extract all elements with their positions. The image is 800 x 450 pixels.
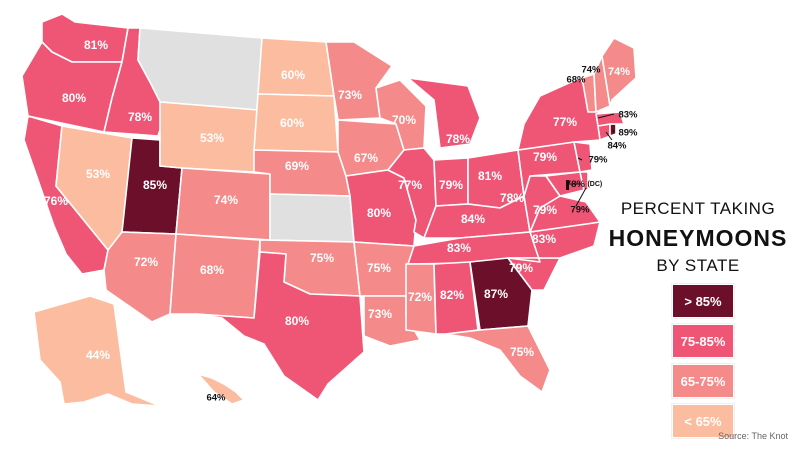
- state-value-me: 74%: [608, 66, 630, 78]
- state-value-wy: 53%: [200, 131, 224, 145]
- state-value-ar: 75%: [367, 261, 391, 275]
- state-value-hi: 64%: [206, 393, 226, 404]
- state-ms: [405, 263, 437, 335]
- state-value-va: 79%: [533, 203, 557, 217]
- state-value-sd: 60%: [280, 116, 304, 130]
- state-ma: [595, 111, 625, 127]
- state-value-or: 80%: [62, 91, 86, 105]
- source-note: Source: The Knot: [718, 431, 788, 441]
- state-value-ga: 87%: [484, 287, 508, 301]
- title-line-2: HONEYMOONS: [608, 225, 788, 251]
- state-value-ia: 67%: [354, 151, 378, 165]
- state-hi: [197, 373, 245, 405]
- state-value-nh: 68%: [566, 75, 586, 86]
- state-value-nv: 53%: [86, 167, 110, 181]
- state-value-tx: 80%: [285, 314, 309, 328]
- state-tx: [195, 251, 365, 401]
- title-line-1: PERCENT TAKING: [620, 199, 776, 218]
- legend: > 85% 75-85% 65-75% < 65%: [671, 283, 735, 444]
- state-value-pa: 79%: [533, 150, 557, 164]
- state-value-tn: 83%: [447, 241, 471, 255]
- state-value-ca: 76%: [44, 194, 68, 208]
- state-nd: [257, 37, 335, 97]
- state-ks: [269, 193, 355, 243]
- state-value-mo: 80%: [367, 206, 391, 220]
- state-value-oh: 81%: [478, 169, 502, 183]
- state-value-la: 73%: [368, 307, 392, 321]
- state-me: [601, 37, 637, 107]
- legend-key-65-75: 65-75%: [671, 363, 735, 399]
- state-value-co: 74%: [214, 193, 238, 207]
- state-value-ma: 83%: [618, 110, 638, 121]
- state-value-ct: 84%: [607, 141, 627, 152]
- state-nj: [573, 141, 593, 173]
- map-title: PERCENT TAKING HONEYMOONS BY STATE: [606, 196, 790, 278]
- title-line-3: BY STATE: [656, 256, 740, 275]
- legend-key-above-85: > 85%: [671, 283, 735, 319]
- state-value-in: 79%: [439, 178, 463, 192]
- state-value-wa: 81%: [84, 38, 108, 52]
- state-value-dc: 78% (DC): [566, 179, 602, 190]
- state-il: [387, 147, 437, 239]
- legend-key-75-85: 75-85%: [671, 323, 735, 359]
- state-value-mn: 73%: [338, 88, 362, 102]
- state-value-vt: 74%: [581, 65, 601, 76]
- state-value-ak: 44%: [86, 348, 110, 362]
- state-value-mi: 78%: [446, 132, 470, 146]
- state-ak: [33, 295, 161, 407]
- state-value-sc: 79%: [509, 261, 533, 275]
- state-value-ny: 77%: [553, 115, 577, 129]
- state-value-wv: 78%: [500, 191, 524, 205]
- leader-line-1: [612, 129, 615, 133]
- state-value-ri: 89%: [618, 128, 638, 139]
- dc-marker: [566, 180, 569, 190]
- state-value-nc: 83%: [532, 232, 556, 246]
- state-value-fl: 75%: [510, 345, 534, 359]
- state-value-nm: 68%: [200, 263, 224, 277]
- leader-line-5: [575, 187, 587, 207]
- state-value-wi: 70%: [392, 113, 416, 127]
- state-value-ky: 84%: [461, 212, 485, 226]
- state-fl: [445, 325, 551, 393]
- state-value-id: 78%: [128, 110, 152, 124]
- leader-line-0: [597, 113, 615, 119]
- legend-key-below-65: < 65%: [671, 403, 735, 439]
- state-value-nd: 60%: [281, 68, 305, 82]
- state-de: [579, 171, 589, 191]
- state-value-nj: 79%: [588, 155, 608, 166]
- state-value-ok: 75%: [310, 251, 334, 265]
- state-ga: [469, 257, 533, 331]
- state-mi: [407, 77, 481, 149]
- state-value-ne: 69%: [285, 159, 309, 173]
- state-value-az: 72%: [134, 255, 158, 269]
- state-value-de: 79%: [570, 205, 590, 216]
- leader-line-3: [577, 157, 583, 161]
- leader-line-2: [605, 131, 613, 141]
- state-value-ms: 72%: [408, 290, 432, 304]
- state-value-il: 77%: [398, 178, 422, 192]
- state-value-al: 82%: [440, 288, 464, 302]
- state-value-ut: 85%: [143, 178, 167, 192]
